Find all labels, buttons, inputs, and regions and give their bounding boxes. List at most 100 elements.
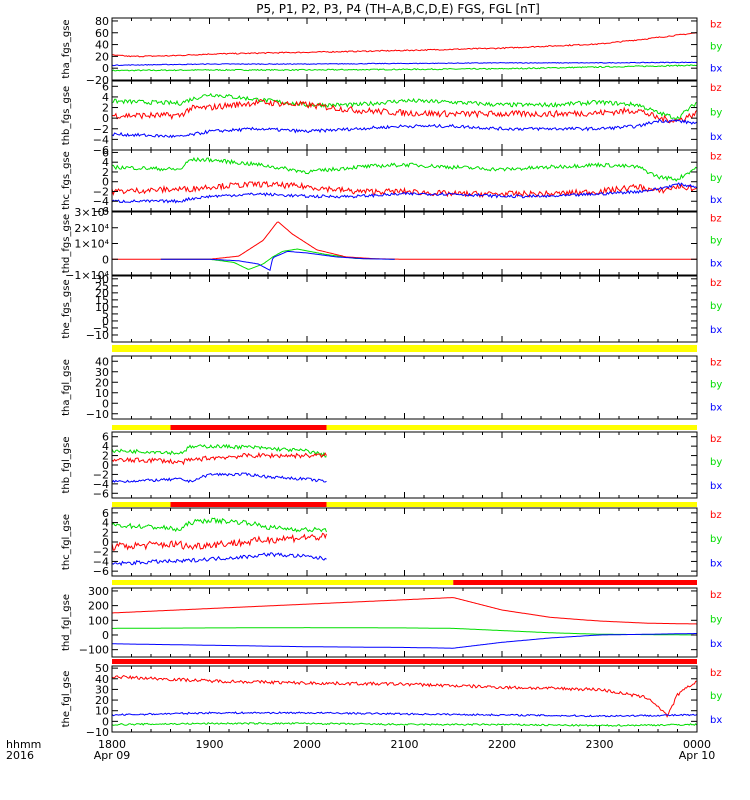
y-tick-label: 10: [95, 705, 109, 718]
y-tick-label: −1×10⁴: [65, 269, 109, 282]
series-bz-line: [112, 597, 697, 625]
mode-bar-segment: [170, 502, 327, 507]
y-tick-label: 60: [95, 27, 109, 40]
y-tick-label: 6: [102, 507, 109, 520]
legend-by: by: [710, 380, 722, 391]
x-tick-label: 2200: [488, 738, 516, 751]
panel-ylabel: thd_fgs_gse: [61, 214, 72, 273]
y-tick-label: −4: [93, 478, 109, 491]
legend-bz: bz: [710, 83, 722, 94]
y-tick-label: 2×10⁴: [74, 222, 109, 235]
panel-frame: [111, 275, 698, 343]
series-by-line: [112, 92, 697, 121]
legend-by: by: [710, 107, 722, 118]
legend-bx: bx: [710, 132, 722, 143]
y-tick-label: 40: [95, 355, 109, 368]
mode-bar: [112, 502, 697, 507]
panel-frame: [111, 665, 698, 733]
legend-bz: bz: [710, 590, 722, 601]
y-tick-label: 50: [95, 662, 109, 675]
y-tick-label: 0: [102, 176, 109, 189]
y-tick-label: −6: [93, 144, 109, 157]
y-tick-label: 6: [102, 431, 109, 444]
y-tick-label: 4: [102, 440, 109, 453]
y-tick-label: 5: [102, 308, 109, 321]
series-bx-line: [112, 182, 697, 204]
y-tick-label: 40: [95, 39, 109, 52]
series-bz-line: [112, 532, 327, 551]
y-tick-label: 40: [95, 673, 109, 686]
panel-ylabel: tha_fgl_gse: [61, 359, 72, 416]
series-bx-line: [160, 250, 395, 272]
x-tick-label: 2100: [391, 738, 419, 751]
y-tick-label: 0: [102, 715, 109, 728]
legend-bx: bx: [710, 195, 722, 206]
y-tick-label: −20: [86, 74, 109, 87]
series-bx-line: [112, 711, 697, 718]
panel-frame: [111, 17, 698, 81]
y-tick-label: 2: [102, 526, 109, 539]
y-tick-label: 30: [95, 683, 109, 696]
y-tick-label: 30: [95, 366, 109, 379]
legend-by: by: [710, 173, 722, 184]
y-tick-label: 10: [95, 387, 109, 400]
legend-bx: bx: [710, 402, 722, 413]
x-row-label-hhmm: hhmm: [6, 738, 41, 751]
panel-frame: [111, 149, 698, 212]
y-tick-label: −4: [93, 133, 109, 146]
y-tick-label: 2: [102, 166, 109, 179]
y-tick-label: 4: [102, 156, 109, 169]
y-tick-label: 4: [102, 91, 109, 104]
legend-bz: bz: [710, 510, 722, 521]
legend-by: by: [710, 41, 722, 52]
mode-bar-segment: [453, 580, 697, 585]
legend-bx: bx: [710, 64, 722, 75]
panel-ylabel: thc_fgs_gse: [61, 151, 72, 210]
y-tick-label: −2: [93, 546, 109, 559]
legend-bz: bz: [710, 358, 722, 369]
y-tick-label: 20: [95, 287, 109, 300]
x-row-label-year: 2016: [6, 749, 34, 762]
legend-bz: bz: [710, 668, 722, 679]
legend-by: by: [710, 301, 722, 312]
y-tick-label: −6: [93, 205, 109, 218]
y-tick-label: 6: [102, 146, 109, 159]
y-tick-label: 0: [102, 62, 109, 75]
mode-bars: [112, 345, 697, 664]
y-tick-label: −100: [79, 644, 109, 657]
y-tick-label: 0: [102, 315, 109, 328]
legend-by: by: [710, 457, 722, 468]
legend-bx: bx: [710, 558, 722, 569]
legend-bx: bx: [710, 481, 722, 492]
y-tick-label: 200: [88, 600, 109, 613]
y-tick-label: 80: [95, 15, 109, 28]
series-bx-line: [112, 118, 697, 139]
series-bz-line: [112, 98, 697, 124]
series-bz-line: [112, 221, 697, 260]
y-tick-label: −10: [86, 408, 109, 421]
y-tick-label: 1×10⁴: [74, 238, 109, 251]
mode-bar: [112, 345, 697, 352]
legend-by: by: [710, 236, 722, 247]
legend-bz: bz: [710, 434, 722, 445]
panel-ylabel: thb_fgl_gse: [61, 437, 72, 494]
y-tick-label: 20: [95, 50, 109, 63]
y-tick-label: 0: [102, 459, 109, 472]
y-tick-label: −10: [86, 726, 109, 739]
mode-bar-segment: [326, 502, 697, 507]
legend-bx: bx: [710, 325, 722, 336]
panel-frame: [111, 211, 698, 276]
plot-title: P5, P1, P2, P3, P4 (TH–A,B,C,D,E) FGS, F…: [256, 2, 540, 16]
y-tick-label: 2: [102, 450, 109, 463]
y-tick-label: −6: [93, 487, 109, 500]
panel-frame: [111, 587, 698, 658]
legend-by: by: [710, 534, 722, 545]
legend-bz: bz: [710, 151, 722, 162]
